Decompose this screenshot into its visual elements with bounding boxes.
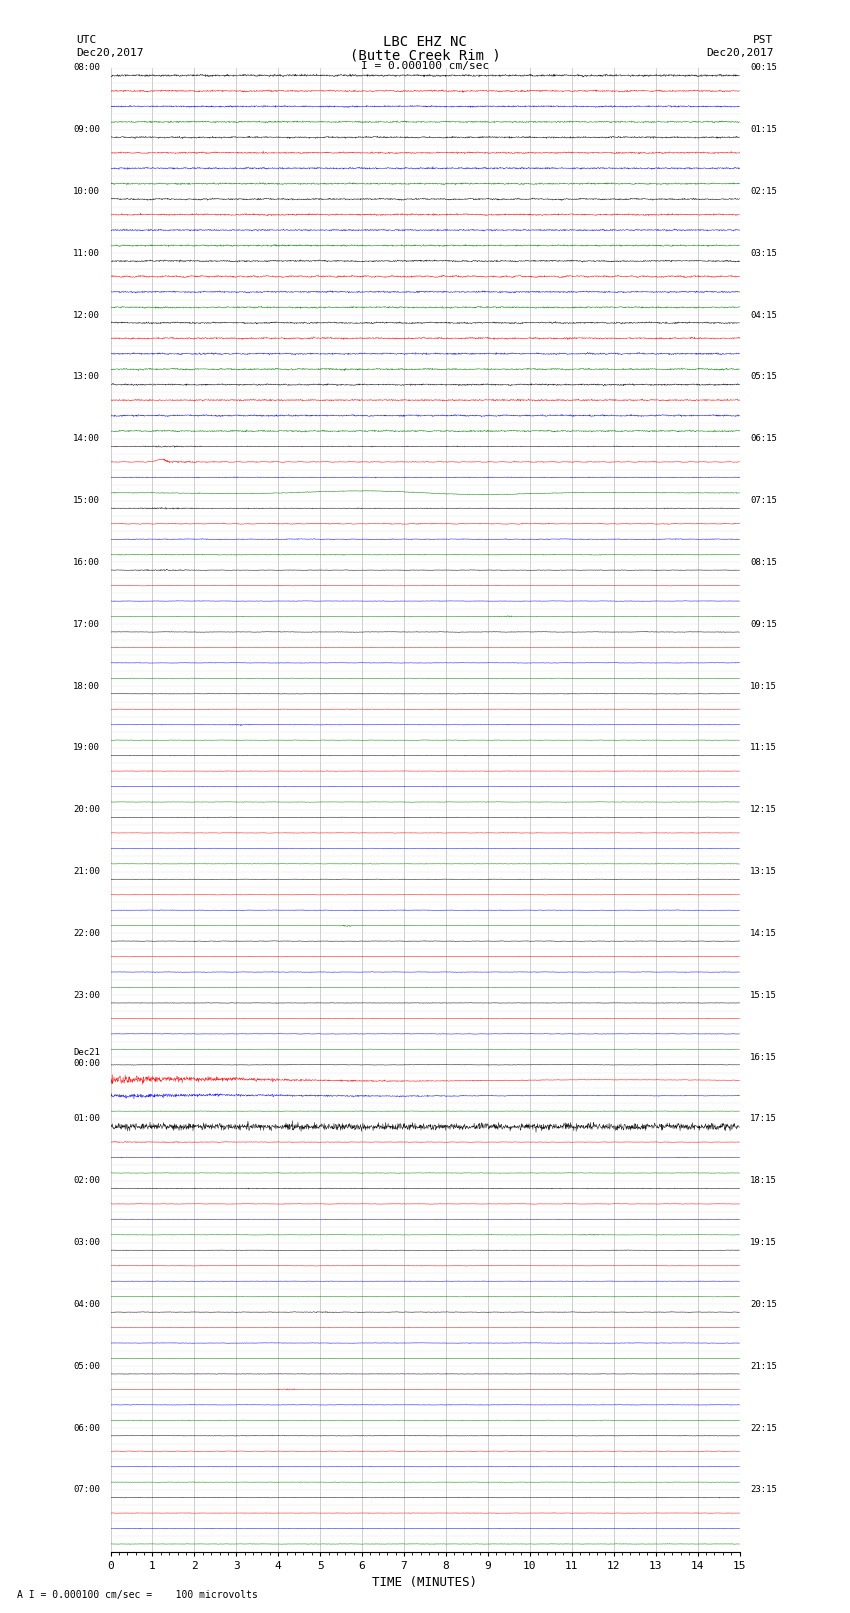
Text: 04:15: 04:15	[750, 311, 777, 319]
Text: I = 0.000100 cm/sec: I = 0.000100 cm/sec	[361, 61, 489, 71]
Text: 00:15: 00:15	[750, 63, 777, 73]
Text: Dec20,2017: Dec20,2017	[706, 48, 774, 58]
Text: 11:00: 11:00	[73, 248, 100, 258]
Text: 16:00: 16:00	[73, 558, 100, 566]
Text: 05:00: 05:00	[73, 1361, 100, 1371]
Text: 13:00: 13:00	[73, 373, 100, 381]
Text: 00:00: 00:00	[73, 1058, 100, 1068]
Text: 15:15: 15:15	[750, 990, 777, 1000]
Text: 23:15: 23:15	[750, 1486, 777, 1494]
Text: LBC EHZ NC: LBC EHZ NC	[383, 35, 467, 50]
Text: 21:00: 21:00	[73, 868, 100, 876]
Text: 02:15: 02:15	[750, 187, 777, 195]
Text: 10:15: 10:15	[750, 682, 777, 690]
Text: 22:15: 22:15	[750, 1424, 777, 1432]
Text: 06:15: 06:15	[750, 434, 777, 444]
Text: 14:00: 14:00	[73, 434, 100, 444]
Text: 08:15: 08:15	[750, 558, 777, 566]
Text: 22:00: 22:00	[73, 929, 100, 937]
Text: 17:00: 17:00	[73, 619, 100, 629]
Text: A I = 0.000100 cm/sec =    100 microvolts: A I = 0.000100 cm/sec = 100 microvolts	[17, 1590, 258, 1600]
Text: PST: PST	[753, 35, 774, 45]
Text: 12:00: 12:00	[73, 311, 100, 319]
Text: 18:15: 18:15	[750, 1176, 777, 1186]
Text: (Butte Creek Rim ): (Butte Creek Rim )	[349, 48, 501, 63]
Text: 07:00: 07:00	[73, 1486, 100, 1494]
X-axis label: TIME (MINUTES): TIME (MINUTES)	[372, 1576, 478, 1589]
Text: 16:15: 16:15	[750, 1053, 777, 1061]
Text: 19:00: 19:00	[73, 744, 100, 752]
Text: 17:15: 17:15	[750, 1115, 777, 1123]
Text: 04:00: 04:00	[73, 1300, 100, 1308]
Text: 10:00: 10:00	[73, 187, 100, 195]
Text: 09:00: 09:00	[73, 126, 100, 134]
Text: 05:15: 05:15	[750, 373, 777, 381]
Text: 19:15: 19:15	[750, 1239, 777, 1247]
Text: 23:00: 23:00	[73, 990, 100, 1000]
Text: Dec20,2017: Dec20,2017	[76, 48, 144, 58]
Text: 11:15: 11:15	[750, 744, 777, 752]
Text: 03:00: 03:00	[73, 1239, 100, 1247]
Text: 15:00: 15:00	[73, 497, 100, 505]
Text: UTC: UTC	[76, 35, 97, 45]
Text: 12:15: 12:15	[750, 805, 777, 815]
Text: 09:15: 09:15	[750, 619, 777, 629]
Text: 14:15: 14:15	[750, 929, 777, 937]
Text: 03:15: 03:15	[750, 248, 777, 258]
Text: 20:15: 20:15	[750, 1300, 777, 1308]
Text: 20:00: 20:00	[73, 805, 100, 815]
Text: 13:15: 13:15	[750, 868, 777, 876]
Text: 01:15: 01:15	[750, 126, 777, 134]
Text: 21:15: 21:15	[750, 1361, 777, 1371]
Text: 08:00: 08:00	[73, 63, 100, 73]
Text: 06:00: 06:00	[73, 1424, 100, 1432]
Text: 18:00: 18:00	[73, 682, 100, 690]
Text: 02:00: 02:00	[73, 1176, 100, 1186]
Text: 07:15: 07:15	[750, 497, 777, 505]
Text: Dec21: Dec21	[73, 1048, 100, 1057]
Text: 01:00: 01:00	[73, 1115, 100, 1123]
